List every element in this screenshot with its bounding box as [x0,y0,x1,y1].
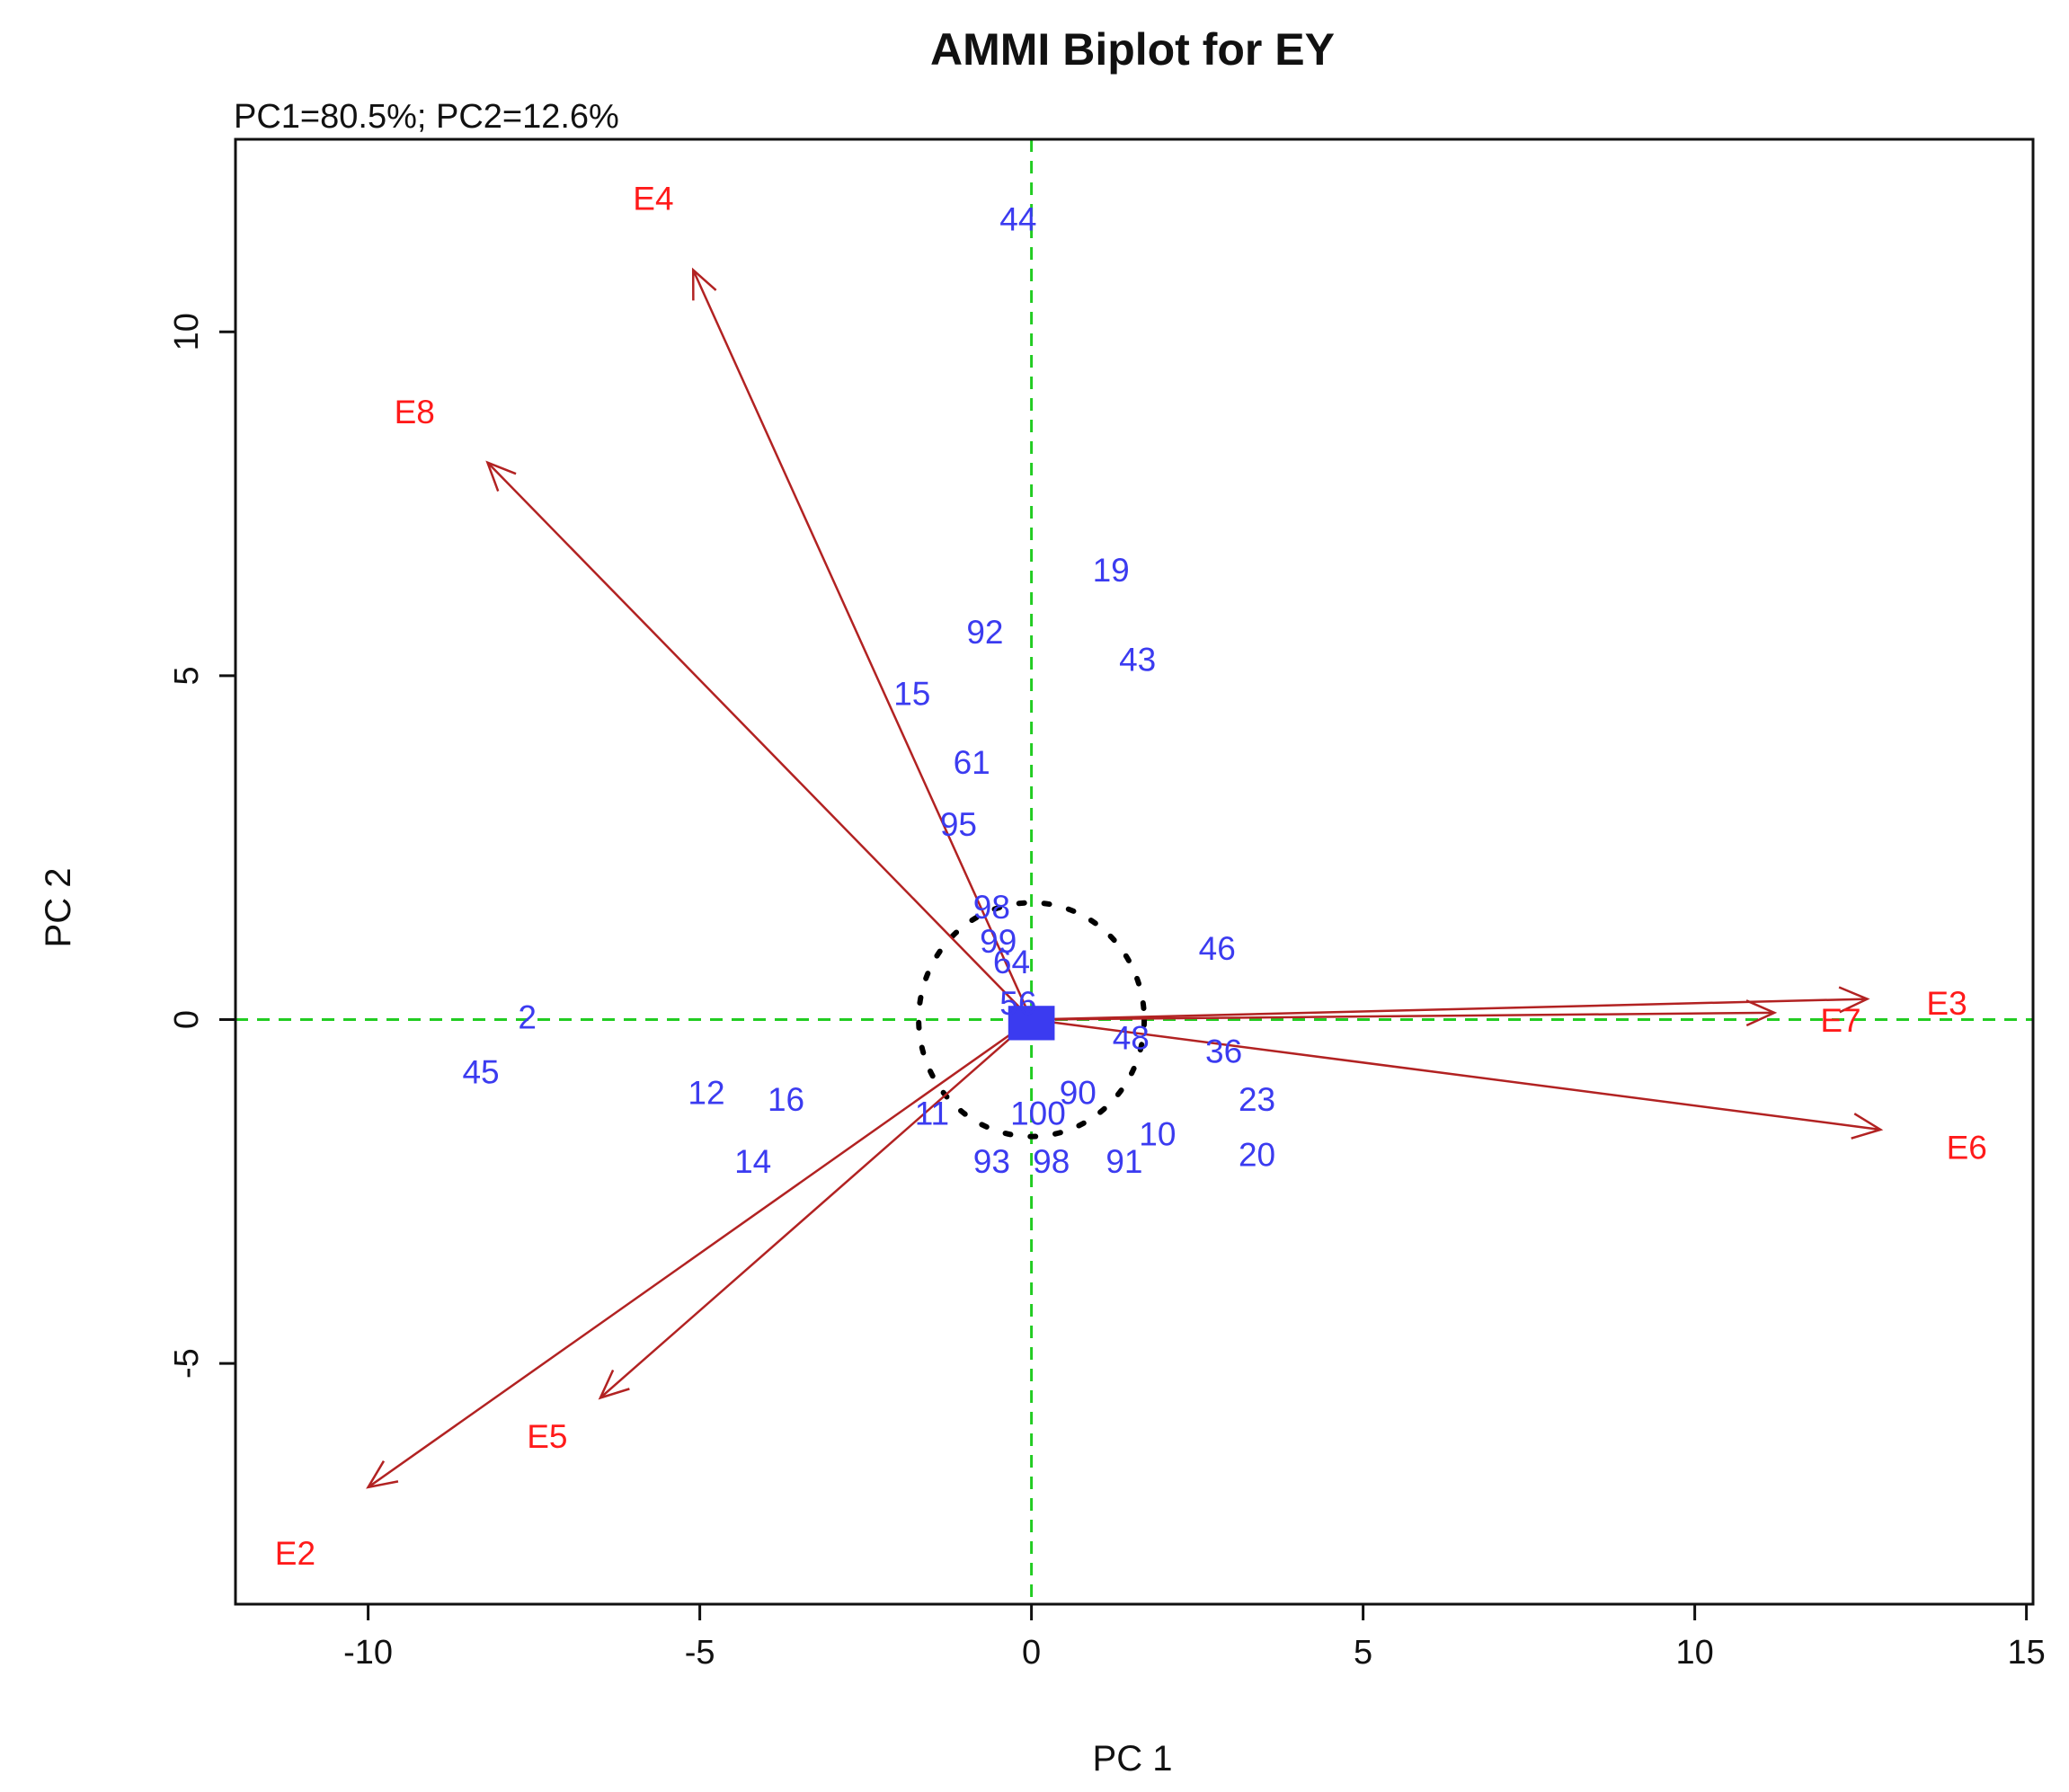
genotype-cluster [1008,1006,1055,1041]
genotype-label: 91 [1106,1143,1142,1180]
genotype-label: 14 [734,1143,771,1180]
environment-label: E5 [527,1418,567,1455]
genotype-label: 46 [1199,930,1236,967]
x-tick-label: 0 [1022,1634,1041,1672]
y-axis-title: PC 2 [39,868,78,948]
environment-vector-e8 [485,460,1033,1021]
genotype-label: 56 [999,985,1036,1022]
genotype-label: 93 [973,1143,1010,1180]
genotype-label: 61 [954,744,990,781]
environment-label: E8 [395,394,435,430]
x-tick-label: 15 [2007,1634,2045,1672]
y-tick-label: -5 [168,1348,206,1379]
genotype-label: 16 [768,1081,804,1118]
environment-vector-e7 [1031,999,1778,1027]
x-tick-label: 5 [1354,1634,1372,1672]
x-tick-label: 10 [1675,1634,1713,1672]
genotype-label: 10 [1139,1115,1176,1152]
genotype-label: 23 [1239,1081,1275,1118]
environment-label: E2 [275,1535,315,1572]
environment-vector-e5 [598,1018,1033,1400]
genotype-label: 99 [980,923,1017,960]
environment-label: E7 [1820,1002,1860,1039]
genotype-label: 20 [1239,1136,1275,1173]
genotype-label: 90 [1060,1074,1097,1111]
genotype-label: 12 [688,1074,724,1111]
x-tick-label: -10 [343,1634,393,1672]
environment-vector-e3 [1031,986,1870,1021]
genotype-label: 100 [1010,1095,1066,1131]
environment-vector-e2 [366,1018,1033,1489]
y-tick-label: 5 [168,666,206,685]
environment-label: E6 [1947,1130,1987,1167]
y-tick-label: 10 [168,313,206,350]
genotype-label: 15 [893,676,930,713]
chart-title: AMMI Biplot for EY [930,24,1335,75]
genotype-label: 98 [973,889,1010,926]
x-axis-title: PC 1 [1093,1739,1173,1779]
genotype-label: 95 [940,806,977,843]
genotype-label: 36 [1205,1034,1242,1070]
genotype-label: 11 [915,1095,949,1131]
x-tick-label: -5 [685,1634,715,1672]
genotype-label: 45 [462,1054,499,1091]
genotype-label: 92 [966,614,1003,651]
genotype-label: 2 [518,998,537,1035]
environment-vector-e4 [691,267,1033,1021]
y-tick-label: 0 [168,1010,206,1029]
environment-vector-e6 [1031,1018,1884,1140]
genotype-label: 19 [1093,552,1130,589]
environment-label: E4 [633,181,673,217]
genotype-label: 44 [999,201,1036,238]
genotype-label: 64 [993,944,1030,980]
plot-frame [234,138,2035,1606]
genotype-label: 48 [1113,1019,1150,1056]
environment-label: E3 [1926,985,1967,1022]
genotype-label: 98 [1033,1143,1070,1180]
genotype-label: 43 [1119,641,1156,678]
chart-subtitle: PC1=80.5%; PC2=12.6% [234,98,619,136]
